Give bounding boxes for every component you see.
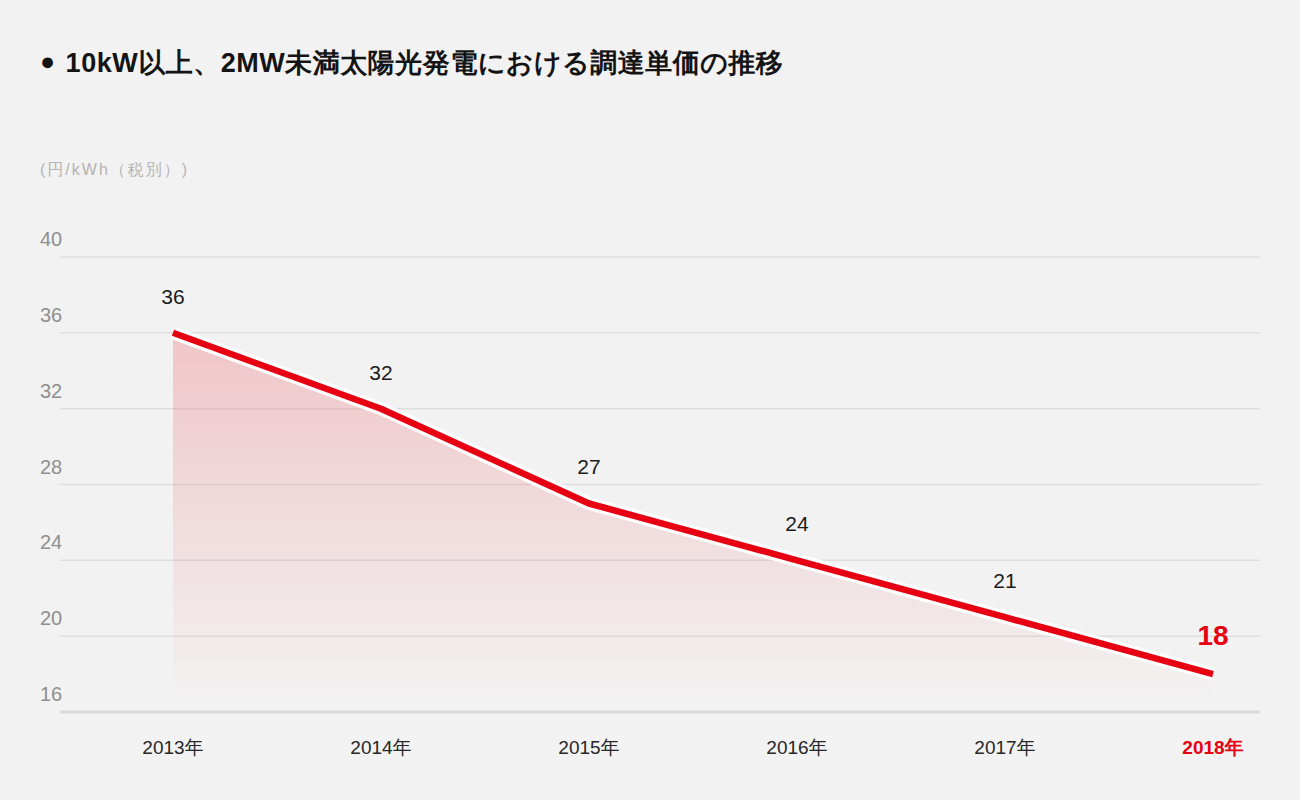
x-axis-label-highlighted: 2018年 [1182,735,1243,761]
y-tick-label-32: 32 [40,381,62,401]
value-label-0: 36 [161,285,184,309]
x-axis-label-0: 2013年 [142,735,203,761]
value-label-4: 21 [993,569,1016,593]
y-tick-label-40: 40 [40,229,62,249]
value-label-2: 27 [577,455,600,479]
x-axis-label-1: 2014年 [350,735,411,761]
chart-plot-area [0,0,1300,800]
value-label-1: 32 [369,361,392,385]
chart-canvas: ●10kW以上、2MW未満太陽光発電における調達単価の推移 (円/kWh（税別）… [0,0,1300,800]
y-tick-label-28: 28 [40,457,62,477]
y-tick-label-20: 20 [40,608,62,628]
y-tick-label-36: 36 [40,305,62,325]
value-label-highlighted: 18 [1197,620,1228,652]
x-axis-label-2: 2015年 [558,735,619,761]
value-label-3: 24 [785,512,808,536]
x-axis-label-4: 2017年 [974,735,1035,761]
y-tick-label-16: 16 [40,684,62,704]
y-tick-label-24: 24 [40,532,62,552]
x-axis-label-3: 2016年 [766,735,827,761]
